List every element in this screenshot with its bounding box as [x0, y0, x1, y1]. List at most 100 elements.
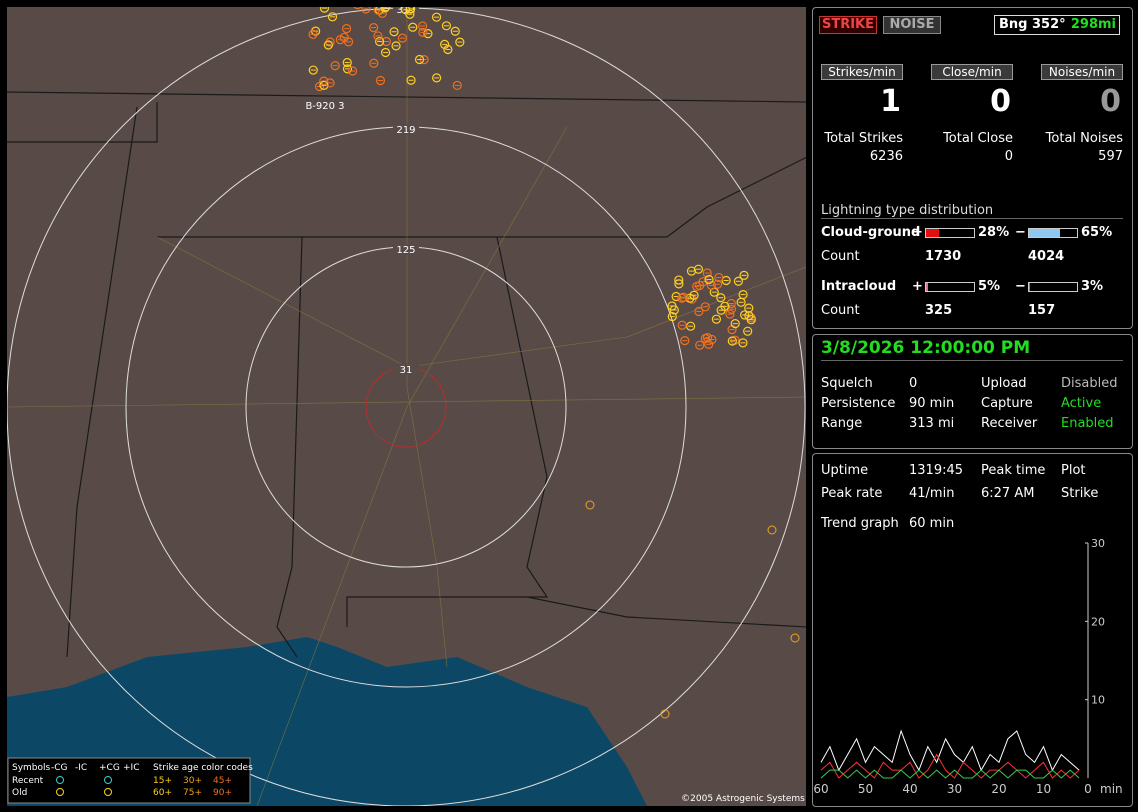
stats-panel [812, 7, 1133, 329]
status-cell: Uptime [821, 463, 869, 478]
strike-marker [450, 26, 460, 36]
strike-marker [414, 54, 425, 65]
percent-label: 28% [978, 225, 1010, 240]
legend-age: 90+ [213, 788, 232, 798]
legend-title: Symbols [12, 763, 51, 773]
strike-marker [381, 36, 391, 47]
strike-marker [667, 301, 677, 311]
legend-age: 60+ [153, 788, 172, 798]
strike-marker [767, 525, 777, 535]
legend-header: -IC [75, 763, 87, 773]
count-value: 157 [1028, 303, 1056, 318]
range-label: 31 [400, 365, 413, 376]
settings-cell: Enabled [1061, 416, 1114, 431]
strike-marker [680, 336, 690, 346]
range-label-bg [393, 244, 419, 255]
strike-marker [380, 47, 391, 58]
strike-marker [738, 338, 748, 348]
strike-marker [391, 41, 401, 51]
strike-marker [727, 336, 737, 346]
strike-marker [347, 66, 358, 76]
strike-marker [667, 311, 677, 322]
x-tick-label: 10 [1036, 782, 1051, 796]
settings-cell: 0 [909, 376, 918, 391]
settings-cell: 313 mi [909, 416, 955, 431]
strike-marker [397, 33, 408, 43]
strike-button[interactable]: STRIKE [819, 16, 877, 34]
strike-marker [702, 268, 712, 278]
trend-line [820, 769, 1080, 779]
strike-marker [417, 21, 428, 31]
trend-window: 60 min [909, 516, 955, 531]
strike-marker [711, 314, 721, 324]
range-label: 125 [396, 245, 415, 256]
strike-marker [452, 80, 462, 91]
strike-marker [674, 279, 684, 289]
distance: 298mi [1070, 17, 1116, 32]
strike-marker [431, 12, 442, 22]
strike-marker [716, 293, 726, 303]
copyright: ©2005 Astrogenic Systems [681, 794, 805, 804]
strike-marker [677, 320, 687, 330]
strike-marker [375, 36, 385, 47]
bearing-box: Bng 352° 298mi [994, 15, 1120, 35]
strike-marker [401, 7, 411, 15]
strike-marker [695, 340, 705, 350]
status-cell: Peak time [981, 463, 1046, 478]
strike-marker [353, 7, 362, 10]
strike-marker [339, 32, 349, 43]
strike-marker [790, 633, 800, 643]
strike-marker [443, 44, 453, 55]
settings-cell: Active [1061, 396, 1102, 411]
strike-marker [441, 21, 452, 31]
strike-marker [369, 58, 379, 68]
status-cell: Strike [1061, 486, 1099, 501]
strike-marker [707, 334, 717, 345]
noise-button[interactable]: NOISE [883, 16, 941, 34]
y-tick-label: 20 [1091, 615, 1105, 628]
percent-label: 5% [978, 279, 1001, 294]
y-tick-label: 10 [1091, 694, 1105, 707]
range-label-bg [393, 124, 419, 135]
range-label: 313 [396, 7, 415, 16]
strike-marker [308, 29, 318, 39]
status-cell: 41/min [909, 486, 955, 501]
y-tick-label: 30 [1091, 537, 1105, 550]
count-label: Count [821, 303, 860, 318]
settings-cell: Range [821, 416, 863, 431]
trend-line [820, 729, 1080, 772]
strike-marker [375, 75, 386, 86]
legend-symbol [56, 776, 64, 784]
strike-marker [341, 24, 352, 34]
strike-marker [689, 290, 699, 300]
count-value: 4024 [1028, 249, 1065, 264]
strike-marker [361, 7, 371, 14]
strike-marker [692, 281, 702, 292]
dist-row-label: Intracloud [821, 279, 897, 294]
strike-marker [730, 319, 740, 329]
strike-marker [327, 12, 338, 22]
legend-age-title: Strike age color codes [153, 763, 253, 773]
legend-header: +IC [123, 763, 139, 773]
strike-marker [381, 7, 391, 12]
close-ring [365, 366, 447, 448]
sign: + [912, 279, 923, 294]
strike-marker [330, 61, 340, 71]
count-value: 1730 [925, 249, 962, 264]
strike-marker [455, 37, 465, 47]
rate-label: Strikes/min [821, 64, 903, 80]
settings-cell: Capture [981, 396, 1033, 411]
settings-cell: 90 min [909, 396, 955, 411]
strike-marker [389, 27, 399, 37]
strike-marker [369, 22, 379, 33]
settings-panel [812, 334, 1133, 449]
strike-marker [743, 326, 753, 336]
strike-marker [686, 266, 697, 276]
settings-cell: Upload [981, 376, 1027, 391]
percent-bar-box [1028, 282, 1078, 292]
strike-marker [704, 274, 714, 285]
x-unit: min [1100, 782, 1123, 796]
range-label-bg [393, 364, 419, 375]
strike-marker [423, 29, 433, 39]
